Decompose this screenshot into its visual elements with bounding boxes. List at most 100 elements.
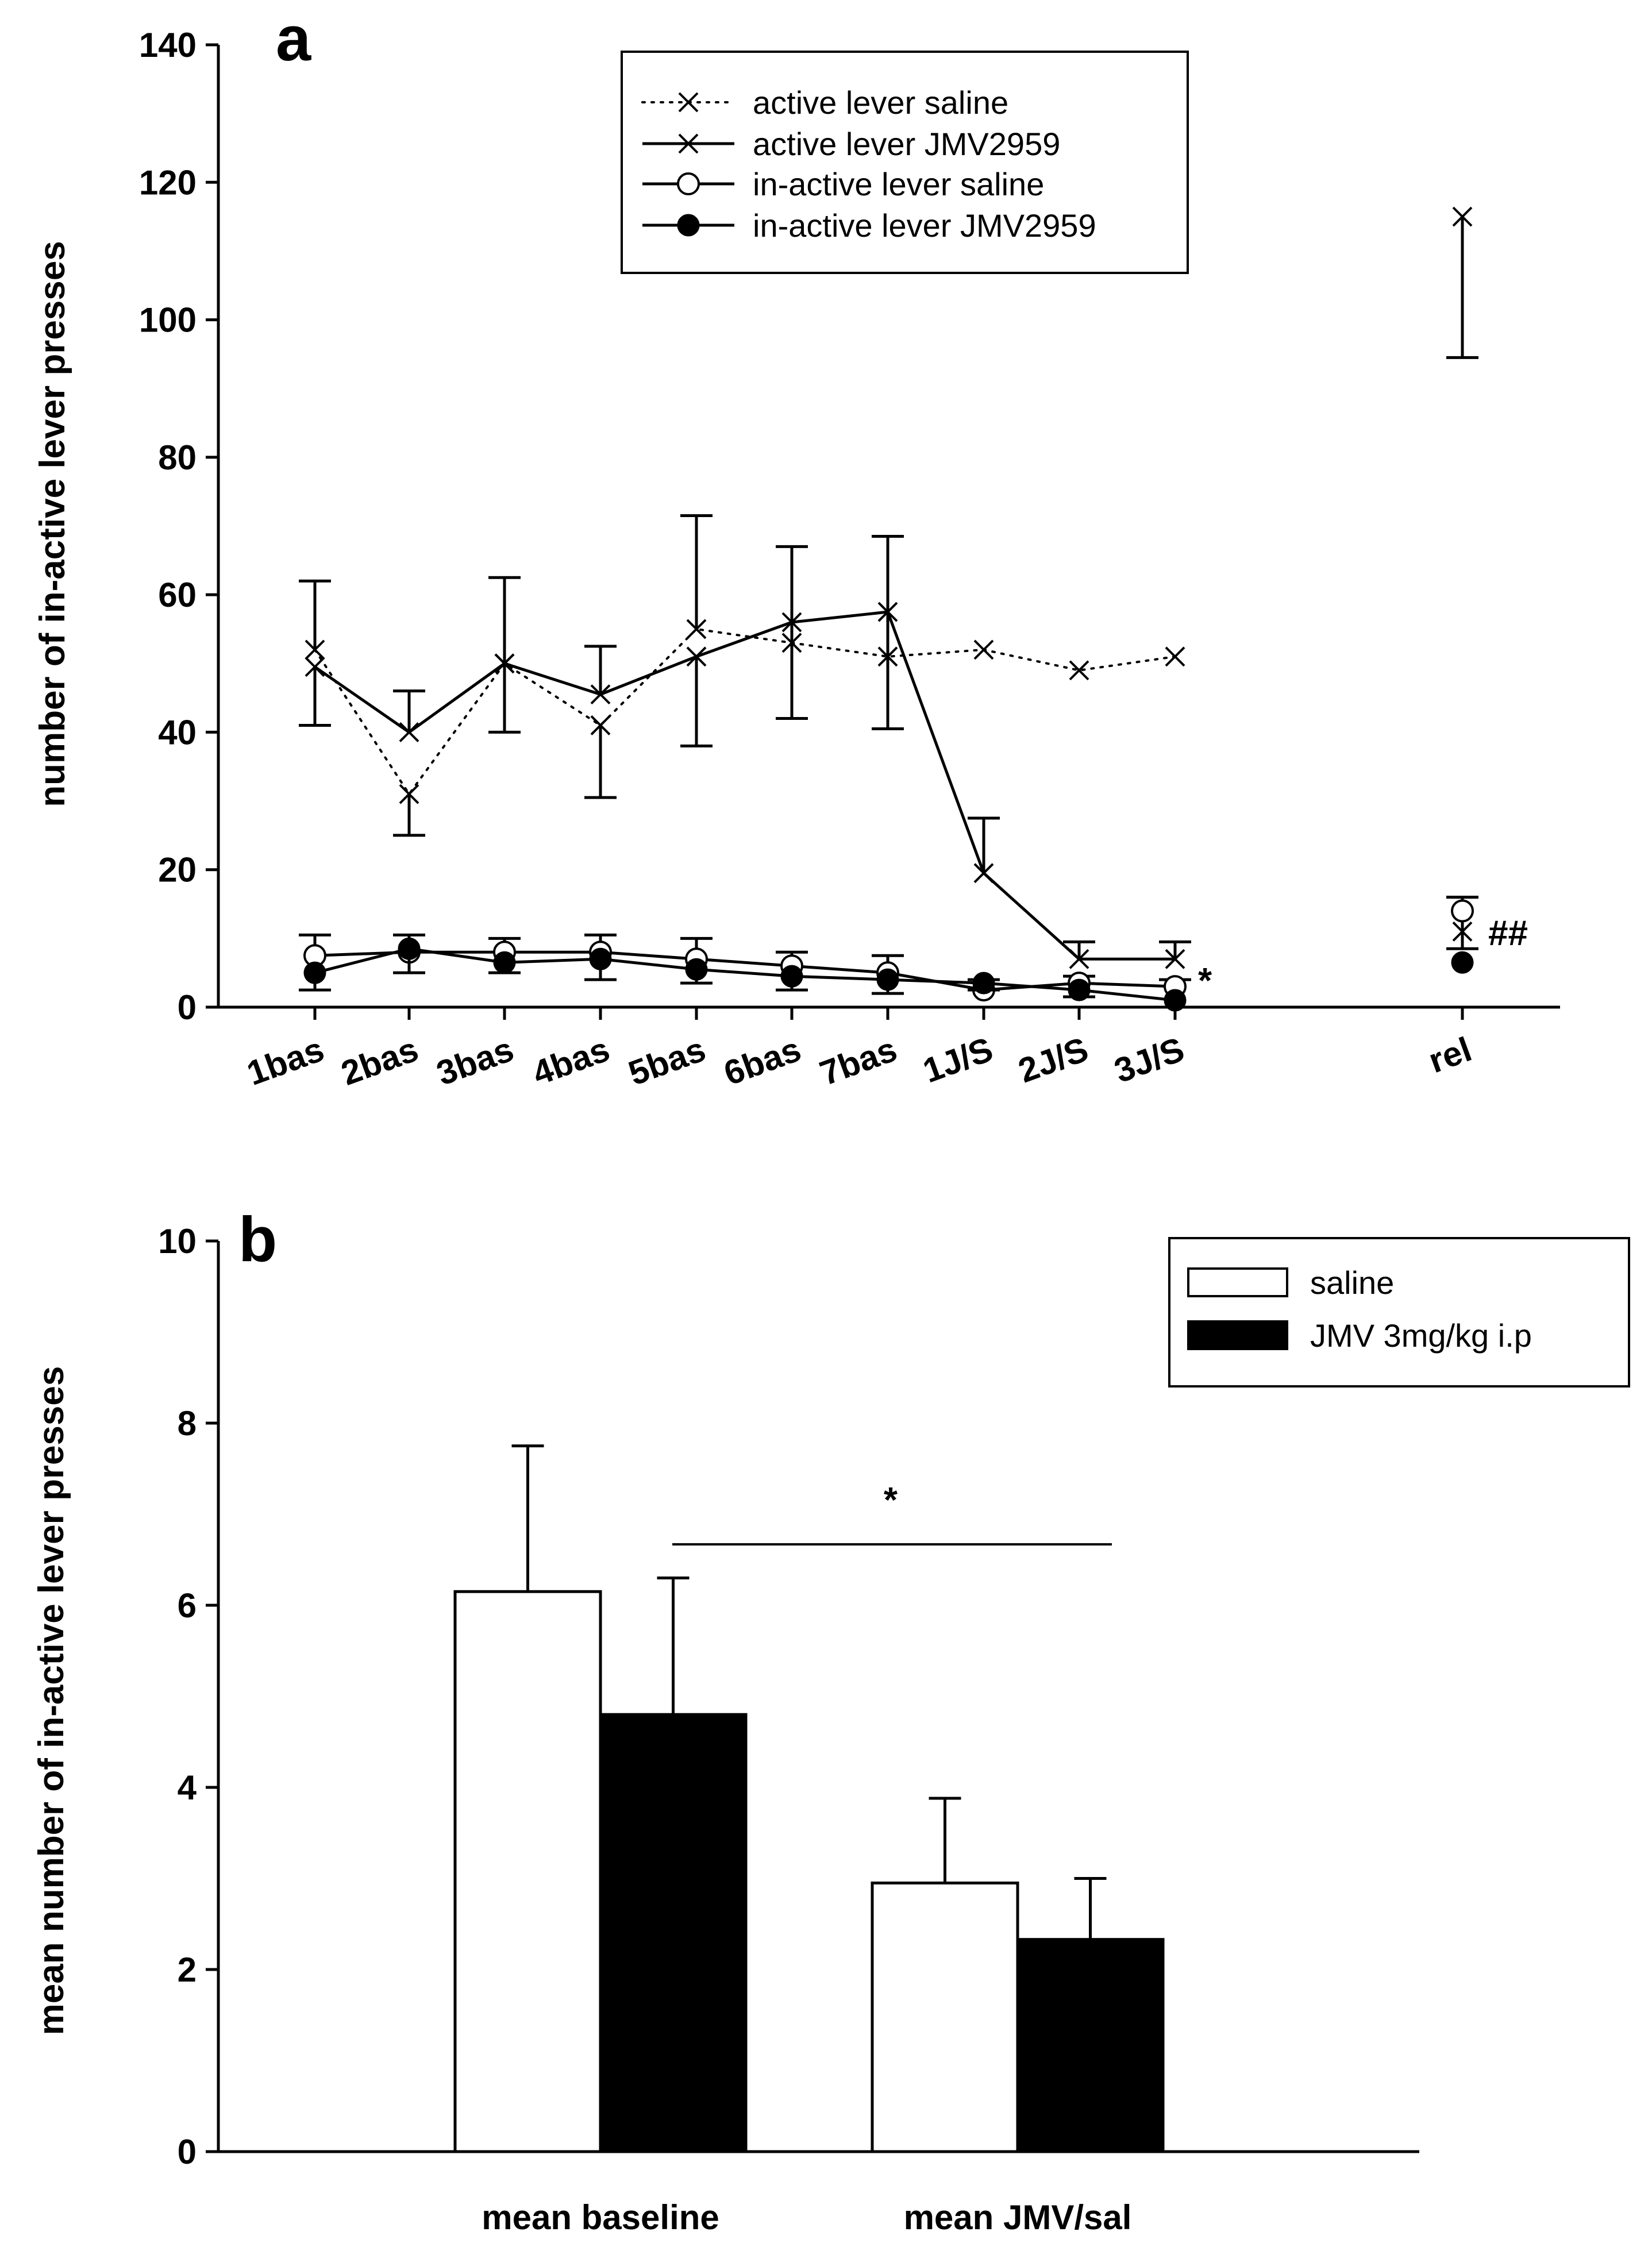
annotations: * ## bbox=[1198, 914, 1528, 1001]
series-line bbox=[314, 610, 1175, 961]
data-point bbox=[780, 965, 803, 988]
data-point bbox=[590, 715, 611, 735]
legend-box bbox=[621, 51, 1189, 274]
y-axis-title: number of in-active lever presses bbox=[33, 241, 72, 807]
x-ticks: 1bas 2bas 3bas 4bas 5bas 6bas 7bas 1J/S 2J/S 3J/S… bbox=[242, 1007, 1476, 1093]
data-point bbox=[305, 639, 325, 660]
y-tick-label: 20 bbox=[158, 851, 197, 889]
legend-box bbox=[1168, 1237, 1630, 1387]
legend-swatch-active-jmv bbox=[642, 133, 734, 154]
data-point bbox=[973, 639, 994, 660]
x-tick-label: rel bbox=[1424, 1030, 1477, 1080]
y-ticks: 0 20 40 60 80 100 120 140 bbox=[139, 26, 218, 1027]
panel-letter-b: b bbox=[238, 1204, 277, 1275]
data-point bbox=[493, 951, 516, 974]
data-point bbox=[1069, 949, 1089, 969]
data-point bbox=[686, 619, 707, 639]
legend-label: active lever saline bbox=[753, 84, 1008, 121]
legend-swatch-inactive-saline bbox=[642, 172, 734, 195]
y-tick-label: 0 bbox=[178, 2133, 197, 2171]
legend-label: in-active lever saline bbox=[753, 166, 1044, 202]
data-point bbox=[1165, 646, 1185, 667]
legend-swatch-jmv bbox=[1187, 1320, 1288, 1350]
y-tick-label: 140 bbox=[139, 26, 197, 64]
x-tick-label: 6bas bbox=[719, 1030, 806, 1093]
significance-hash: ## bbox=[1488, 914, 1528, 953]
data-point bbox=[1165, 949, 1185, 969]
y-tick-label: 0 bbox=[178, 988, 197, 1027]
data-point bbox=[876, 968, 899, 991]
bar bbox=[453, 1590, 602, 2153]
data-point bbox=[399, 784, 419, 804]
data-point bbox=[686, 646, 707, 667]
y-tick-label: 100 bbox=[139, 301, 197, 340]
chart-panel-a: a number of in-active lever presses 0 20 4… bbox=[33, 3, 1560, 1093]
legend-label: saline bbox=[1310, 1265, 1394, 1301]
y-tick-label: 80 bbox=[158, 438, 197, 477]
series-4 bbox=[299, 937, 1474, 1012]
y-ticks: 0 2 4 6 8 10 bbox=[158, 1222, 218, 2171]
data-point bbox=[1069, 660, 1089, 681]
data-point bbox=[973, 863, 994, 884]
legend-label: JMV 3mg/kg i.p bbox=[1310, 1317, 1532, 1354]
legend-swatch-saline bbox=[1187, 1267, 1288, 1297]
y-axis-title: mean number of in-active lever presses bbox=[32, 1366, 71, 2036]
series-group bbox=[299, 206, 1478, 1012]
series-1 bbox=[299, 206, 1478, 837]
y-tick-label: 10 bbox=[158, 1222, 197, 1261]
legend: active lever saline active lever JMV2959… bbox=[621, 51, 1189, 274]
series-line bbox=[314, 627, 1176, 796]
chart-panel-b: b mean number of in-active lever presses… bbox=[32, 1204, 1630, 2237]
legend-swatch-active-saline bbox=[641, 92, 735, 113]
significance-star: * bbox=[1198, 961, 1212, 1001]
data-point bbox=[589, 947, 612, 970]
x-tick-label: 2bas bbox=[336, 1030, 423, 1093]
bars bbox=[453, 1444, 1165, 2153]
x-tick-label: 3bas bbox=[432, 1030, 518, 1093]
series-line bbox=[314, 947, 1176, 1002]
data-point bbox=[1068, 978, 1091, 1001]
legend-label: active lever JMV2959 bbox=[753, 126, 1060, 162]
data-point bbox=[1452, 921, 1473, 942]
y-tick-label: 6 bbox=[178, 1586, 197, 1625]
y-tick-label: 2 bbox=[178, 1951, 197, 1989]
data-point bbox=[877, 602, 898, 622]
x-ticks: mean baseline mean JMV/sal bbox=[482, 2198, 1131, 2237]
legend: saline JMV 3mg/kg i.p bbox=[1168, 1237, 1630, 1387]
bar bbox=[871, 1881, 1019, 2153]
x-tick-label: mean JMV/sal bbox=[904, 2198, 1132, 2237]
data-point bbox=[972, 972, 995, 995]
axes bbox=[217, 1241, 1419, 2153]
data-point bbox=[1451, 899, 1474, 923]
data-point bbox=[781, 612, 802, 633]
x-tick-label: 1J/S bbox=[918, 1030, 998, 1090]
data-point bbox=[590, 684, 611, 705]
y-tick-label: 120 bbox=[139, 163, 197, 202]
legend-label: in-active lever JMV2959 bbox=[753, 207, 1096, 244]
data-point bbox=[1452, 206, 1473, 227]
bar bbox=[599, 1713, 748, 2153]
data-point bbox=[494, 653, 515, 674]
legend-swatch-inactive-jmv bbox=[642, 214, 734, 237]
data-point bbox=[398, 937, 421, 960]
data-point bbox=[685, 958, 708, 981]
x-tick-label: 5bas bbox=[623, 1030, 710, 1093]
series-2 bbox=[299, 534, 1478, 969]
x-tick-label: 3J/S bbox=[1110, 1030, 1189, 1090]
y-tick-label: 60 bbox=[158, 576, 197, 614]
y-tick-label: 8 bbox=[178, 1404, 197, 1443]
data-point bbox=[305, 657, 325, 677]
x-tick-label: 1bas bbox=[242, 1030, 329, 1093]
x-tick-label: mean baseline bbox=[482, 2198, 719, 2237]
bar bbox=[1016, 1938, 1165, 2153]
data-point bbox=[399, 722, 419, 742]
x-tick-label: 2J/S bbox=[1014, 1030, 1093, 1090]
annotations: * bbox=[672, 1481, 1112, 1545]
significance-star: * bbox=[884, 1481, 898, 1520]
data-point bbox=[1164, 989, 1187, 1012]
x-tick-label: 4bas bbox=[527, 1030, 614, 1093]
series-line bbox=[314, 950, 1176, 992]
panel-letter-a: a bbox=[276, 3, 311, 74]
y-tick-label: 4 bbox=[178, 1768, 197, 1807]
